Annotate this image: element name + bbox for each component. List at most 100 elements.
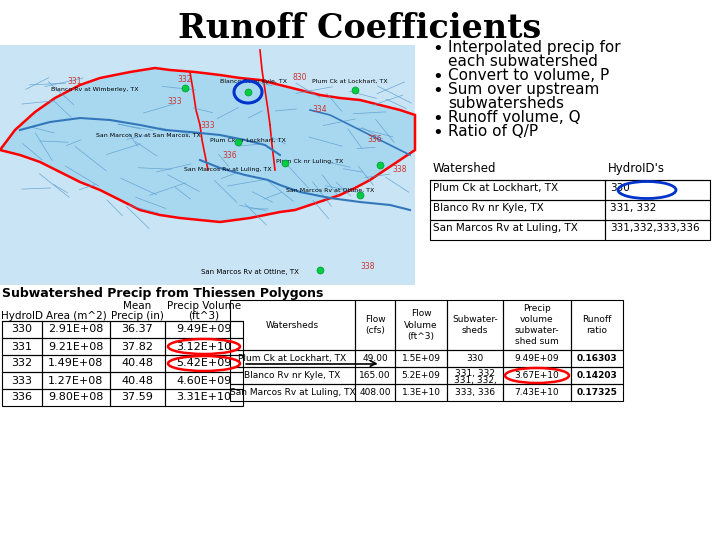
Text: 9.80E+08: 9.80E+08 — [48, 393, 104, 402]
Bar — [110, 389, 165, 406]
Bar — [503, 300, 571, 350]
Text: Plum Ck at Lockhart, TX: Plum Ck at Lockhart, TX — [312, 78, 388, 84]
Text: Plum Ck nr Luling, TX: Plum Ck nr Luling, TX — [276, 159, 343, 165]
Text: 331: 331 — [68, 77, 82, 85]
Text: Runoff Coefficients: Runoff Coefficients — [179, 12, 541, 45]
Bar — [447, 384, 503, 401]
Text: Plum Ck at Lockhart, TX: Plum Ck at Lockhart, TX — [433, 183, 558, 193]
Text: San Marcos Rv at Luling, TX: San Marcos Rv at Luling, TX — [230, 388, 355, 397]
Bar — [430, 200, 605, 220]
Text: 830: 830 — [293, 73, 307, 83]
Bar — [447, 300, 503, 350]
Bar — [355, 300, 395, 350]
Bar — [605, 200, 710, 220]
Text: 165.00: 165.00 — [359, 371, 391, 380]
Text: 49.00: 49.00 — [362, 354, 388, 363]
Text: Watershed: Watershed — [433, 162, 497, 175]
Text: Mean: Mean — [123, 301, 152, 311]
Bar — [165, 355, 243, 372]
Bar — [355, 367, 395, 384]
Bar — [165, 389, 243, 406]
Polygon shape — [0, 68, 415, 222]
Text: 333, 336: 333, 336 — [455, 388, 495, 397]
Bar — [605, 180, 710, 200]
Text: 331, 332,: 331, 332, — [454, 376, 496, 385]
Text: •: • — [432, 82, 443, 100]
Bar — [2, 389, 42, 406]
Text: 336: 336 — [222, 151, 238, 159]
Text: 1.49E+08: 1.49E+08 — [48, 359, 104, 368]
Text: 333: 333 — [12, 375, 32, 386]
Text: 338: 338 — [392, 165, 408, 174]
Bar — [110, 355, 165, 372]
Text: Runoff volume, Q: Runoff volume, Q — [448, 110, 580, 125]
Bar — [447, 350, 503, 367]
Text: Blanco Rv nr Kyle, TX: Blanco Rv nr Kyle, TX — [433, 203, 544, 213]
Text: 332: 332 — [12, 359, 32, 368]
Bar — [42, 355, 110, 372]
Text: 336: 336 — [368, 136, 382, 145]
Text: 331: 331 — [12, 341, 32, 352]
Text: 330: 330 — [467, 354, 484, 363]
Text: 2.91E+08: 2.91E+08 — [48, 325, 104, 334]
Text: 9.49E+09: 9.49E+09 — [515, 354, 559, 363]
Bar — [395, 300, 447, 350]
Text: Sum over upstream: Sum over upstream — [448, 82, 599, 97]
Text: Flow
(cfs): Flow (cfs) — [365, 315, 385, 335]
Text: Blanco Rv nr Kyle, TX: Blanco Rv nr Kyle, TX — [220, 78, 287, 84]
Bar — [0, 45, 415, 285]
Bar — [165, 338, 243, 355]
Text: 0.16303: 0.16303 — [577, 354, 617, 363]
Bar — [503, 367, 571, 384]
Bar — [110, 372, 165, 389]
Bar — [571, 350, 623, 367]
Text: 7.43E+10: 7.43E+10 — [515, 388, 559, 397]
Bar — [503, 384, 571, 401]
Text: 0.14203: 0.14203 — [577, 371, 617, 380]
Bar — [42, 389, 110, 406]
Text: 333: 333 — [168, 98, 182, 106]
Text: •: • — [432, 110, 443, 128]
Text: 37.59: 37.59 — [122, 393, 153, 402]
Text: Convert to volume, P: Convert to volume, P — [448, 68, 609, 83]
Bar — [42, 321, 110, 338]
Text: 338: 338 — [360, 262, 374, 271]
Text: 330: 330 — [12, 325, 32, 334]
Text: (ft^3): (ft^3) — [189, 311, 220, 321]
Text: 0.17325: 0.17325 — [577, 388, 618, 397]
Bar — [110, 321, 165, 338]
Bar — [110, 338, 165, 355]
Text: Subwatershed Precip from Thiessen Polygons: Subwatershed Precip from Thiessen Polygo… — [2, 287, 323, 300]
Text: each subwatershed: each subwatershed — [448, 54, 598, 69]
Bar — [571, 367, 623, 384]
Text: Area (m^2): Area (m^2) — [45, 311, 107, 321]
Text: 1.3E+10: 1.3E+10 — [402, 388, 441, 397]
Bar — [42, 372, 110, 389]
Text: HydrolD: HydrolD — [1, 311, 43, 321]
Text: 334: 334 — [312, 105, 328, 114]
Text: 40.48: 40.48 — [122, 359, 153, 368]
Bar — [2, 321, 42, 338]
Bar — [605, 220, 710, 240]
Text: 408.00: 408.00 — [359, 388, 391, 397]
Bar — [165, 321, 243, 338]
Text: subwatersheds: subwatersheds — [448, 96, 564, 111]
Text: 4.60E+09: 4.60E+09 — [176, 375, 232, 386]
Text: 3.67E+10: 3.67E+10 — [515, 371, 559, 380]
Bar — [447, 367, 503, 384]
Bar — [165, 372, 243, 389]
Text: Precip Volume: Precip Volume — [167, 301, 241, 311]
Text: 9.49E+09: 9.49E+09 — [176, 325, 232, 334]
Text: Runoff
ratio: Runoff ratio — [582, 315, 612, 335]
Text: 330: 330 — [610, 183, 630, 193]
Bar — [571, 300, 623, 350]
Text: 331,332,333,336: 331,332,333,336 — [610, 223, 700, 233]
Bar — [2, 338, 42, 355]
Text: San Marcos Rv at Ottine, TX: San Marcos Rv at Ottine, TX — [201, 269, 299, 275]
Text: 1.5E+09: 1.5E+09 — [402, 354, 441, 363]
Text: San Marcos Rv at Luling, TX: San Marcos Rv at Luling, TX — [184, 167, 271, 172]
Bar — [503, 350, 571, 367]
Text: 336: 336 — [12, 393, 32, 402]
Bar — [230, 300, 355, 350]
Bar — [395, 350, 447, 367]
